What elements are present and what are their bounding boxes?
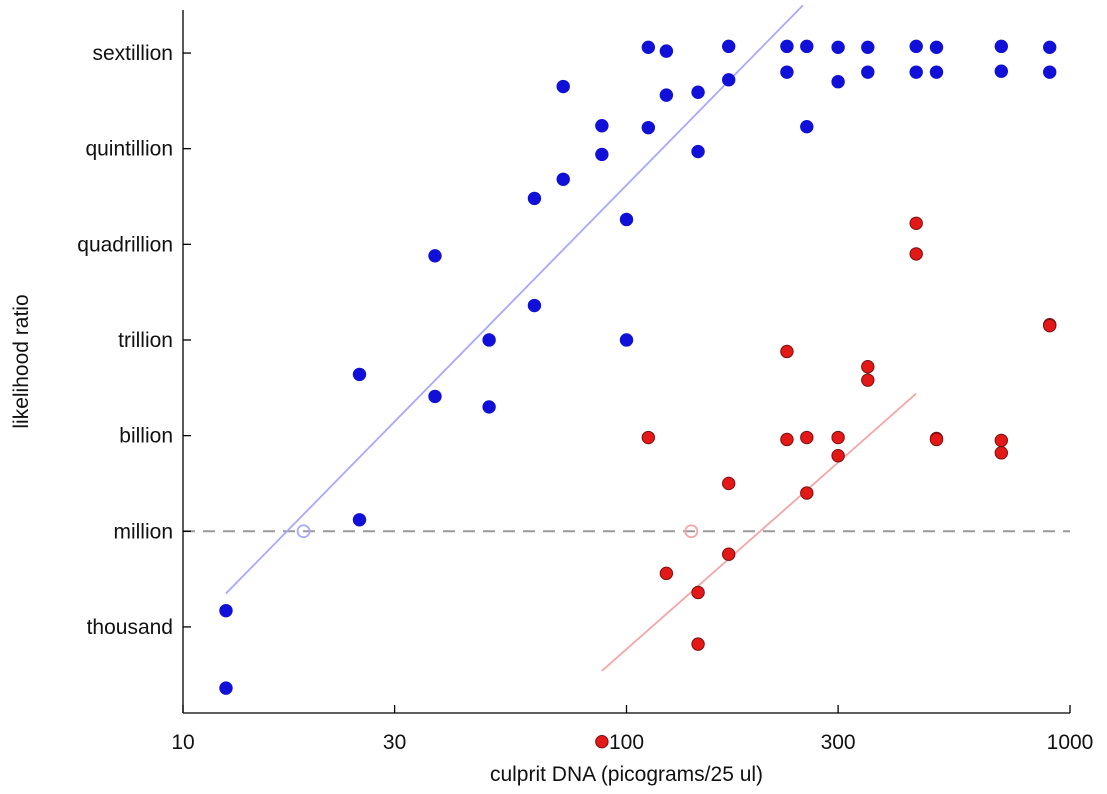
x-axis-label: culprit DNA (picograms/25 ul)	[490, 763, 763, 786]
data-points-layer	[219, 39, 1057, 749]
data-point	[929, 432, 944, 447]
fit-line	[225, 4, 804, 595]
data-point	[831, 75, 845, 89]
axes	[182, 10, 1071, 714]
data-point	[909, 216, 923, 230]
y-tick-label: thousand	[87, 616, 173, 639]
fit-lines-layer	[225, 4, 917, 672]
data-point	[994, 64, 1009, 78]
data-point	[659, 88, 674, 102]
data-point	[641, 120, 656, 135]
x-tick-label: 1000	[1047, 731, 1094, 754]
x-tick-label: 300	[821, 731, 856, 754]
x-tick-label: 30	[383, 731, 406, 754]
y-tick-label: billion	[119, 425, 173, 448]
y-tick-label: quadrillion	[77, 233, 173, 256]
data-point	[659, 44, 674, 58]
data-point	[861, 40, 875, 55]
data-point	[722, 476, 736, 491]
data-point	[909, 65, 923, 79]
data-point	[722, 547, 736, 561]
data-point	[994, 433, 1009, 448]
data-point	[219, 681, 233, 695]
data-point	[619, 212, 634, 227]
data-point	[861, 65, 875, 79]
data-point	[909, 247, 923, 261]
y-tick-label: million	[113, 520, 173, 543]
data-point	[352, 367, 367, 382]
data-point	[527, 191, 542, 206]
data-point	[641, 430, 656, 445]
data-point	[1043, 318, 1057, 333]
data-point	[691, 585, 705, 600]
data-point	[1043, 40, 1057, 55]
data-point	[831, 40, 845, 55]
data-point	[556, 172, 570, 186]
data-point	[691, 85, 705, 99]
y-tick-label: quintillion	[85, 138, 173, 161]
data-point	[659, 566, 674, 581]
data-point	[595, 734, 609, 749]
data-point	[861, 373, 875, 387]
data-point	[619, 333, 634, 347]
data-point	[691, 637, 705, 651]
data-point	[800, 486, 814, 500]
data-point	[780, 432, 794, 447]
data-point	[595, 119, 609, 133]
data-point	[641, 40, 656, 55]
data-point	[352, 513, 367, 527]
y-tick-label: trillion	[118, 329, 173, 352]
data-point	[595, 147, 609, 162]
data-point	[780, 39, 794, 54]
data-point	[831, 449, 845, 463]
data-point	[482, 333, 496, 347]
data-point	[800, 430, 814, 445]
data-point	[780, 65, 794, 79]
data-point	[1043, 65, 1057, 79]
data-point	[722, 39, 736, 54]
data-point	[482, 400, 496, 414]
tick-labels: 10 30 100 300 1000 thousand million billion tril…	[77, 42, 1093, 754]
data-point	[909, 39, 923, 54]
data-point	[428, 389, 442, 404]
data-point	[527, 298, 542, 313]
data-point	[929, 40, 944, 55]
y-axis-label: likelihood ratio	[10, 294, 33, 428]
data-point	[800, 39, 814, 54]
data-point	[831, 430, 845, 445]
x-tick-label: 10	[171, 731, 194, 754]
data-point	[219, 603, 233, 618]
data-point	[800, 119, 814, 134]
data-point	[994, 446, 1009, 460]
data-point	[428, 249, 442, 263]
data-point	[780, 344, 794, 359]
fit-crossing-marker	[684, 524, 699, 539]
x-tick-label: 100	[609, 731, 644, 754]
y-tick-label: sextillion	[92, 42, 173, 65]
data-point	[556, 79, 570, 94]
data-point	[722, 73, 736, 87]
fit-crossing-marker	[296, 524, 311, 539]
data-point	[861, 360, 875, 374]
data-point	[929, 65, 944, 79]
fit-line	[601, 392, 917, 672]
data-point	[994, 39, 1009, 54]
data-point	[691, 144, 705, 159]
